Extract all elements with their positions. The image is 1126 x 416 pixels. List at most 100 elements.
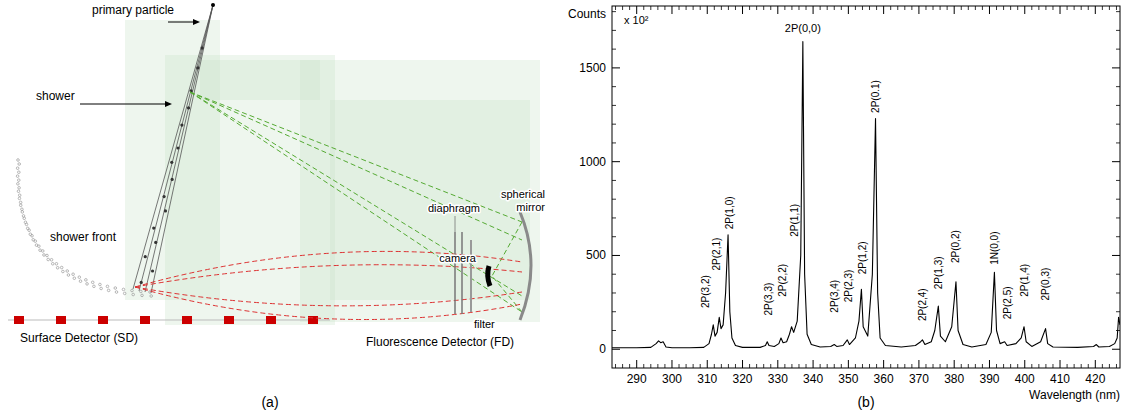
minor-tick (1031, 6, 1032, 10)
minor-tick (1116, 30, 1120, 31)
shower-front-dot (35, 244, 38, 247)
shower-line (133, 5, 213, 289)
shower-front-dot (106, 285, 109, 288)
shower-front-dot (79, 280, 82, 283)
peak-label: 2P(2,1) (711, 238, 722, 271)
y-tick (612, 349, 620, 350)
peak-label: 2P(1,2) (857, 241, 868, 274)
minor-tick (1045, 364, 1046, 368)
y-tick (1112, 255, 1120, 256)
shower-front-dot (67, 274, 70, 277)
shower-front-dot (17, 190, 20, 193)
shower-front-dot (100, 287, 103, 290)
minor-tick (841, 6, 842, 10)
minor-tick (876, 6, 877, 10)
shower-front-dot (24, 221, 27, 224)
minor-tick (721, 364, 722, 368)
minor-tick (612, 274, 616, 275)
minor-tick (1038, 6, 1039, 10)
x-tick (742, 360, 743, 368)
shower-front-dot (72, 273, 75, 276)
shower-front-dot (32, 239, 35, 242)
minor-tick (1116, 86, 1120, 87)
minor-tick (1116, 311, 1120, 312)
shower-front-dot (46, 254, 49, 257)
minor-tick (1067, 364, 1068, 368)
x-tick-label: 380 (944, 372, 964, 386)
minor-tick (686, 364, 687, 368)
minor-tick (612, 199, 616, 200)
minor-tick (657, 6, 658, 10)
shower-front-ray (135, 265, 522, 287)
minor-tick (693, 6, 694, 10)
spherical-mirror (520, 212, 531, 320)
minor-tick (1116, 180, 1120, 181)
minor-tick (1116, 217, 1120, 218)
minor-tick (869, 6, 870, 10)
shower-front-dot (107, 289, 110, 292)
minor-tick (622, 364, 623, 368)
shower-front-dot (21, 208, 24, 211)
minor-tick (749, 364, 750, 368)
x-tick (742, 6, 743, 14)
surface-detector-station (266, 316, 276, 324)
shower-front-dot (93, 285, 96, 288)
peak-label: 2P(0,3) (1040, 268, 1051, 301)
minor-tick (968, 364, 969, 368)
minor-tick (834, 364, 835, 368)
shower-front-dot (60, 266, 63, 269)
minor-tick (1067, 6, 1068, 10)
shower-front-dot (66, 270, 69, 273)
minor-tick (1116, 364, 1117, 368)
minor-tick (911, 6, 912, 10)
minor-tick (862, 364, 863, 368)
minor-tick (612, 236, 616, 237)
y-tick (612, 67, 620, 68)
peak-label: 2P(1,1) (789, 204, 800, 237)
x-tick (813, 6, 814, 14)
plot-frame (612, 6, 1120, 368)
y-tick (612, 255, 620, 256)
minor-tick (756, 364, 757, 368)
minor-tick (612, 142, 616, 143)
chart-panel: 2903003103203303403503603703803904004104… (568, 6, 1120, 410)
light-shade (200, 60, 320, 100)
x-tick (918, 360, 919, 368)
shower-front-dot (22, 215, 25, 218)
minor-tick (612, 86, 616, 87)
label: filter (474, 318, 495, 330)
minor-tick (996, 364, 997, 368)
label: shower (36, 89, 75, 103)
y-axis-multiplier: x 10² (624, 14, 649, 26)
label: shower front (50, 230, 117, 244)
shower-front-dot (41, 250, 44, 253)
minor-tick (1102, 6, 1103, 10)
minor-tick (798, 6, 799, 10)
x-tick (636, 6, 637, 14)
shower-line (151, 5, 213, 293)
minor-tick (869, 364, 870, 368)
shower-particle (170, 161, 173, 164)
shower-line (139, 5, 213, 291)
x-tick (1060, 360, 1061, 368)
x-tick (989, 360, 990, 368)
shower-front-dot (132, 293, 135, 296)
shower-front-dot (78, 276, 81, 279)
minor-tick (1116, 274, 1120, 275)
surface-detector-station (56, 316, 66, 324)
minor-tick (933, 364, 934, 368)
minor-tick (615, 6, 616, 10)
minor-tick (1081, 6, 1082, 10)
peak-label: 2P(1,4) (1019, 264, 1030, 297)
minor-tick (657, 364, 658, 368)
minor-tick (612, 330, 616, 331)
minor-tick (1102, 364, 1103, 368)
shower-front-dot (140, 290, 143, 293)
minor-tick (827, 6, 828, 10)
figure: primary particleshowershower frontdiaphr… (0, 0, 1126, 416)
reflected-ray (492, 222, 522, 276)
x-tick (954, 6, 955, 14)
minor-tick (664, 364, 665, 368)
minor-tick (1109, 364, 1110, 368)
minor-tick (1116, 105, 1120, 106)
